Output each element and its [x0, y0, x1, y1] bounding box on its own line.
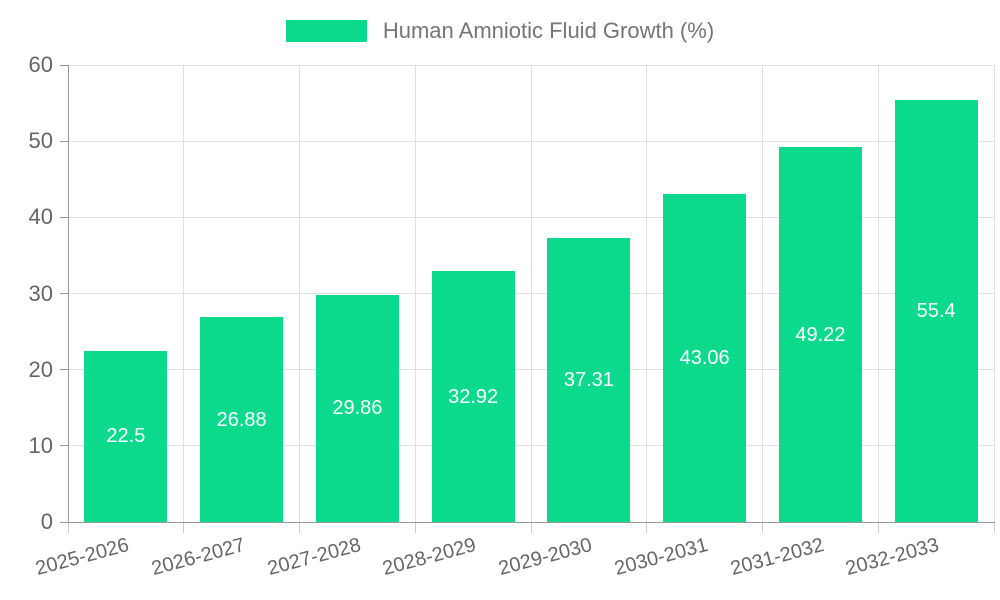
v-gridline	[877, 65, 879, 522]
x-axis-tick	[299, 523, 300, 533]
x-axis-tick	[67, 523, 69, 533]
chart-legend[interactable]: Human Amniotic Fluid Growth (%)	[0, 17, 1000, 45]
y-axis-label: 30	[28, 280, 53, 306]
plot-area: 22.5 26.88 29.86 32.92 37.31 43.06 49.22 55.4	[68, 64, 995, 522]
bar-value-label: 26.88	[216, 408, 267, 431]
x-axis-label: 2029-2030	[496, 534, 595, 581]
bar-value-label: 37.31	[563, 368, 614, 391]
x-axis-label: 2026-2027	[149, 534, 248, 581]
bar-2030-2031[interactable]: 43.06	[663, 194, 747, 522]
x-axis-label: 2031-2032	[727, 534, 827, 581]
y-axis-label: 60	[28, 52, 53, 77]
x-axis-label: 2030-2031	[612, 534, 711, 581]
bar-2028-2029[interactable]: 32.92	[431, 271, 515, 522]
bar-value-label: 55.4	[916, 300, 956, 323]
x-axis-label: 2027-2028	[264, 534, 364, 581]
bar-value-label: 22.5	[106, 425, 146, 448]
v-gridline	[414, 65, 416, 522]
y-axis-tick	[60, 140, 68, 142]
legend-label: Human Amniotic Fluid Growth (%)	[382, 18, 715, 43]
x-axis-tick	[762, 523, 763, 533]
y-axis-tick	[60, 64, 68, 66]
bar-value-label: 29.86	[332, 397, 383, 420]
y-axis-label: 0	[40, 509, 53, 534]
x-axis-tick	[183, 523, 185, 533]
bar-2027-2028[interactable]: 29.86	[315, 294, 399, 522]
v-gridline	[762, 65, 763, 522]
legend-swatch	[285, 20, 367, 42]
v-gridline	[993, 65, 995, 522]
bar-value-label: 32.92	[448, 385, 499, 408]
x-axis-label: 2025-2026	[33, 534, 132, 581]
x-axis-tick	[877, 523, 879, 533]
x-axis-tick	[646, 523, 648, 533]
bar-value-label: 49.22	[795, 323, 846, 346]
bar-2026-2027[interactable]: 26.88	[200, 317, 284, 522]
v-gridline	[530, 65, 532, 522]
v-gridline	[299, 65, 300, 522]
x-axis-tick	[530, 523, 532, 533]
x-axis-label: 2032-2033	[843, 534, 942, 581]
x-axis-tick	[993, 523, 995, 533]
y-axis-label: 50	[28, 128, 53, 154]
y-axis-tick	[60, 216, 68, 218]
y-axis-tick	[60, 445, 68, 447]
bar-2031-2032[interactable]: 49.22	[778, 147, 862, 522]
y-axis-tick	[60, 293, 68, 294]
bar-2029-2030[interactable]: 37.31	[547, 237, 631, 522]
bar-value-label: 43.06	[679, 347, 730, 370]
v-gridline	[646, 65, 648, 522]
x-axis-tick	[414, 523, 416, 533]
y-axis-label: 20	[28, 356, 53, 382]
y-axis-label: 10	[28, 432, 53, 458]
bar-2025-2026[interactable]: 22.5	[84, 350, 168, 522]
y-axis-tick	[60, 521, 68, 523]
y-axis-line	[68, 65, 69, 522]
y-axis-label: 40	[28, 204, 53, 230]
v-gridline	[183, 65, 185, 522]
bar-2032-2033[interactable]: 55.4	[894, 100, 978, 522]
y-axis-tick	[60, 369, 68, 371]
x-axis-label: 2028-2029	[380, 534, 479, 581]
x-axis-line	[68, 522, 995, 523]
